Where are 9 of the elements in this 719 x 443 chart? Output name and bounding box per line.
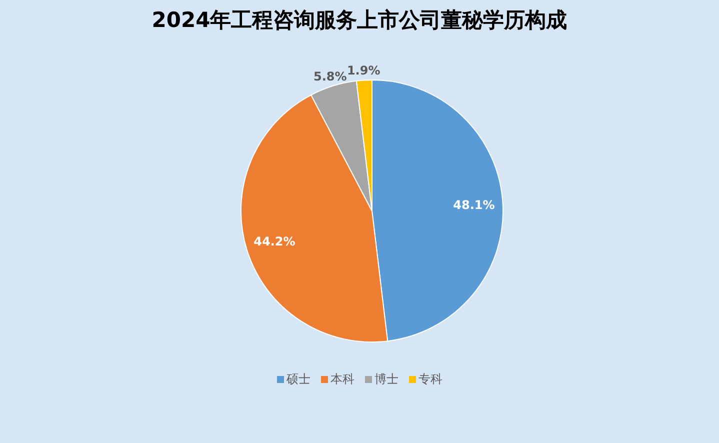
legend-label: 博士 [374,371,398,388]
legend-label: 专科 [418,371,442,388]
chart-title: 2024年工程咨询服务上市公司董秘学历构成 [150,7,568,34]
legend-label: 本科 [330,371,354,388]
data-label: 48.1% [453,198,495,212]
data-label: 1.9% [346,63,380,78]
data-label: 44.2% [254,234,296,248]
data-label: 5.8% [313,69,347,84]
legend-label: 硕士 [286,371,310,388]
